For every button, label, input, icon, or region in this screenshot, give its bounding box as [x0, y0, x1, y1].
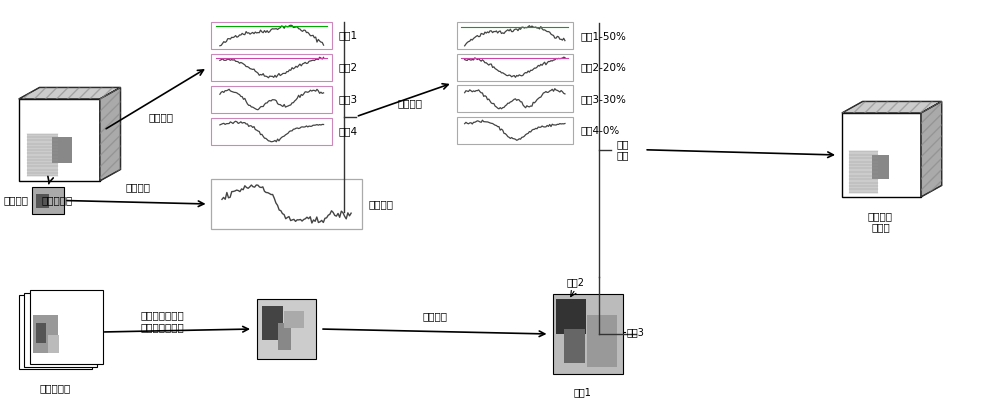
Text: 端元3: 端元3 [626, 327, 644, 337]
Text: 端元2-20%: 端元2-20% [580, 62, 626, 72]
Bar [564, 329, 585, 363]
Text: 高光谱图像: 高光谱图像 [42, 195, 73, 205]
Text: 聚类分析: 聚类分析 [422, 311, 447, 321]
Bar [278, 323, 291, 350]
Bar [211, 118, 332, 145]
Polygon shape [100, 88, 121, 181]
Text: 端元3: 端元3 [339, 94, 358, 105]
Text: 端元1: 端元1 [339, 31, 358, 40]
Text: 端元1: 端元1 [573, 387, 591, 397]
Text: 端元1-50%: 端元1-50% [580, 31, 626, 41]
Text: 端元4-0%: 端元4-0% [580, 125, 619, 135]
Bar [262, 306, 283, 340]
Bar [457, 117, 573, 144]
Bar [48, 335, 59, 353]
Polygon shape [921, 101, 942, 197]
Text: 光谱解混: 光谱解混 [398, 98, 423, 108]
Bar [211, 22, 332, 49]
Bar [211, 54, 332, 81]
Bar [19, 295, 92, 369]
Bar [257, 299, 316, 359]
Text: 混合像元对应的
多光谱图像区域: 混合像元对应的 多光谱图像区域 [140, 310, 184, 332]
Text: 融合
重构: 融合 重构 [616, 139, 629, 161]
Text: 端元4: 端元4 [339, 126, 358, 137]
Text: 端元2: 端元2 [339, 63, 358, 72]
Text: 混合像元: 混合像元 [4, 196, 29, 205]
Bar [27, 134, 58, 176]
Bar [36, 194, 49, 208]
Bar [457, 85, 573, 112]
Bar [24, 292, 97, 366]
Bar [284, 311, 304, 328]
Text: 端元3-30%: 端元3-30% [580, 94, 626, 104]
Bar [849, 151, 878, 193]
Text: 融合高光
谱图像: 融合高光 谱图像 [868, 211, 893, 233]
Polygon shape [19, 88, 121, 99]
Bar [587, 315, 617, 367]
Bar [872, 155, 889, 179]
Bar [457, 54, 573, 81]
Polygon shape [842, 113, 921, 197]
Bar [36, 323, 46, 343]
Text: 端元2: 端元2 [566, 277, 584, 287]
Bar [553, 294, 623, 374]
Text: 多光谱图像: 多光谱图像 [40, 383, 71, 393]
Bar [52, 137, 72, 163]
Bar [33, 315, 58, 353]
Polygon shape [19, 99, 100, 181]
Bar [457, 22, 573, 49]
Bar [211, 179, 362, 229]
Text: 端元提取: 端元提取 [148, 112, 173, 122]
Bar [556, 299, 586, 334]
Text: 像元光谱: 像元光谱 [125, 182, 150, 193]
Polygon shape [842, 101, 942, 113]
Bar [32, 187, 64, 214]
Text: 混合光谱: 混合光谱 [369, 199, 394, 209]
Bar [30, 290, 103, 364]
Bar [211, 86, 332, 113]
